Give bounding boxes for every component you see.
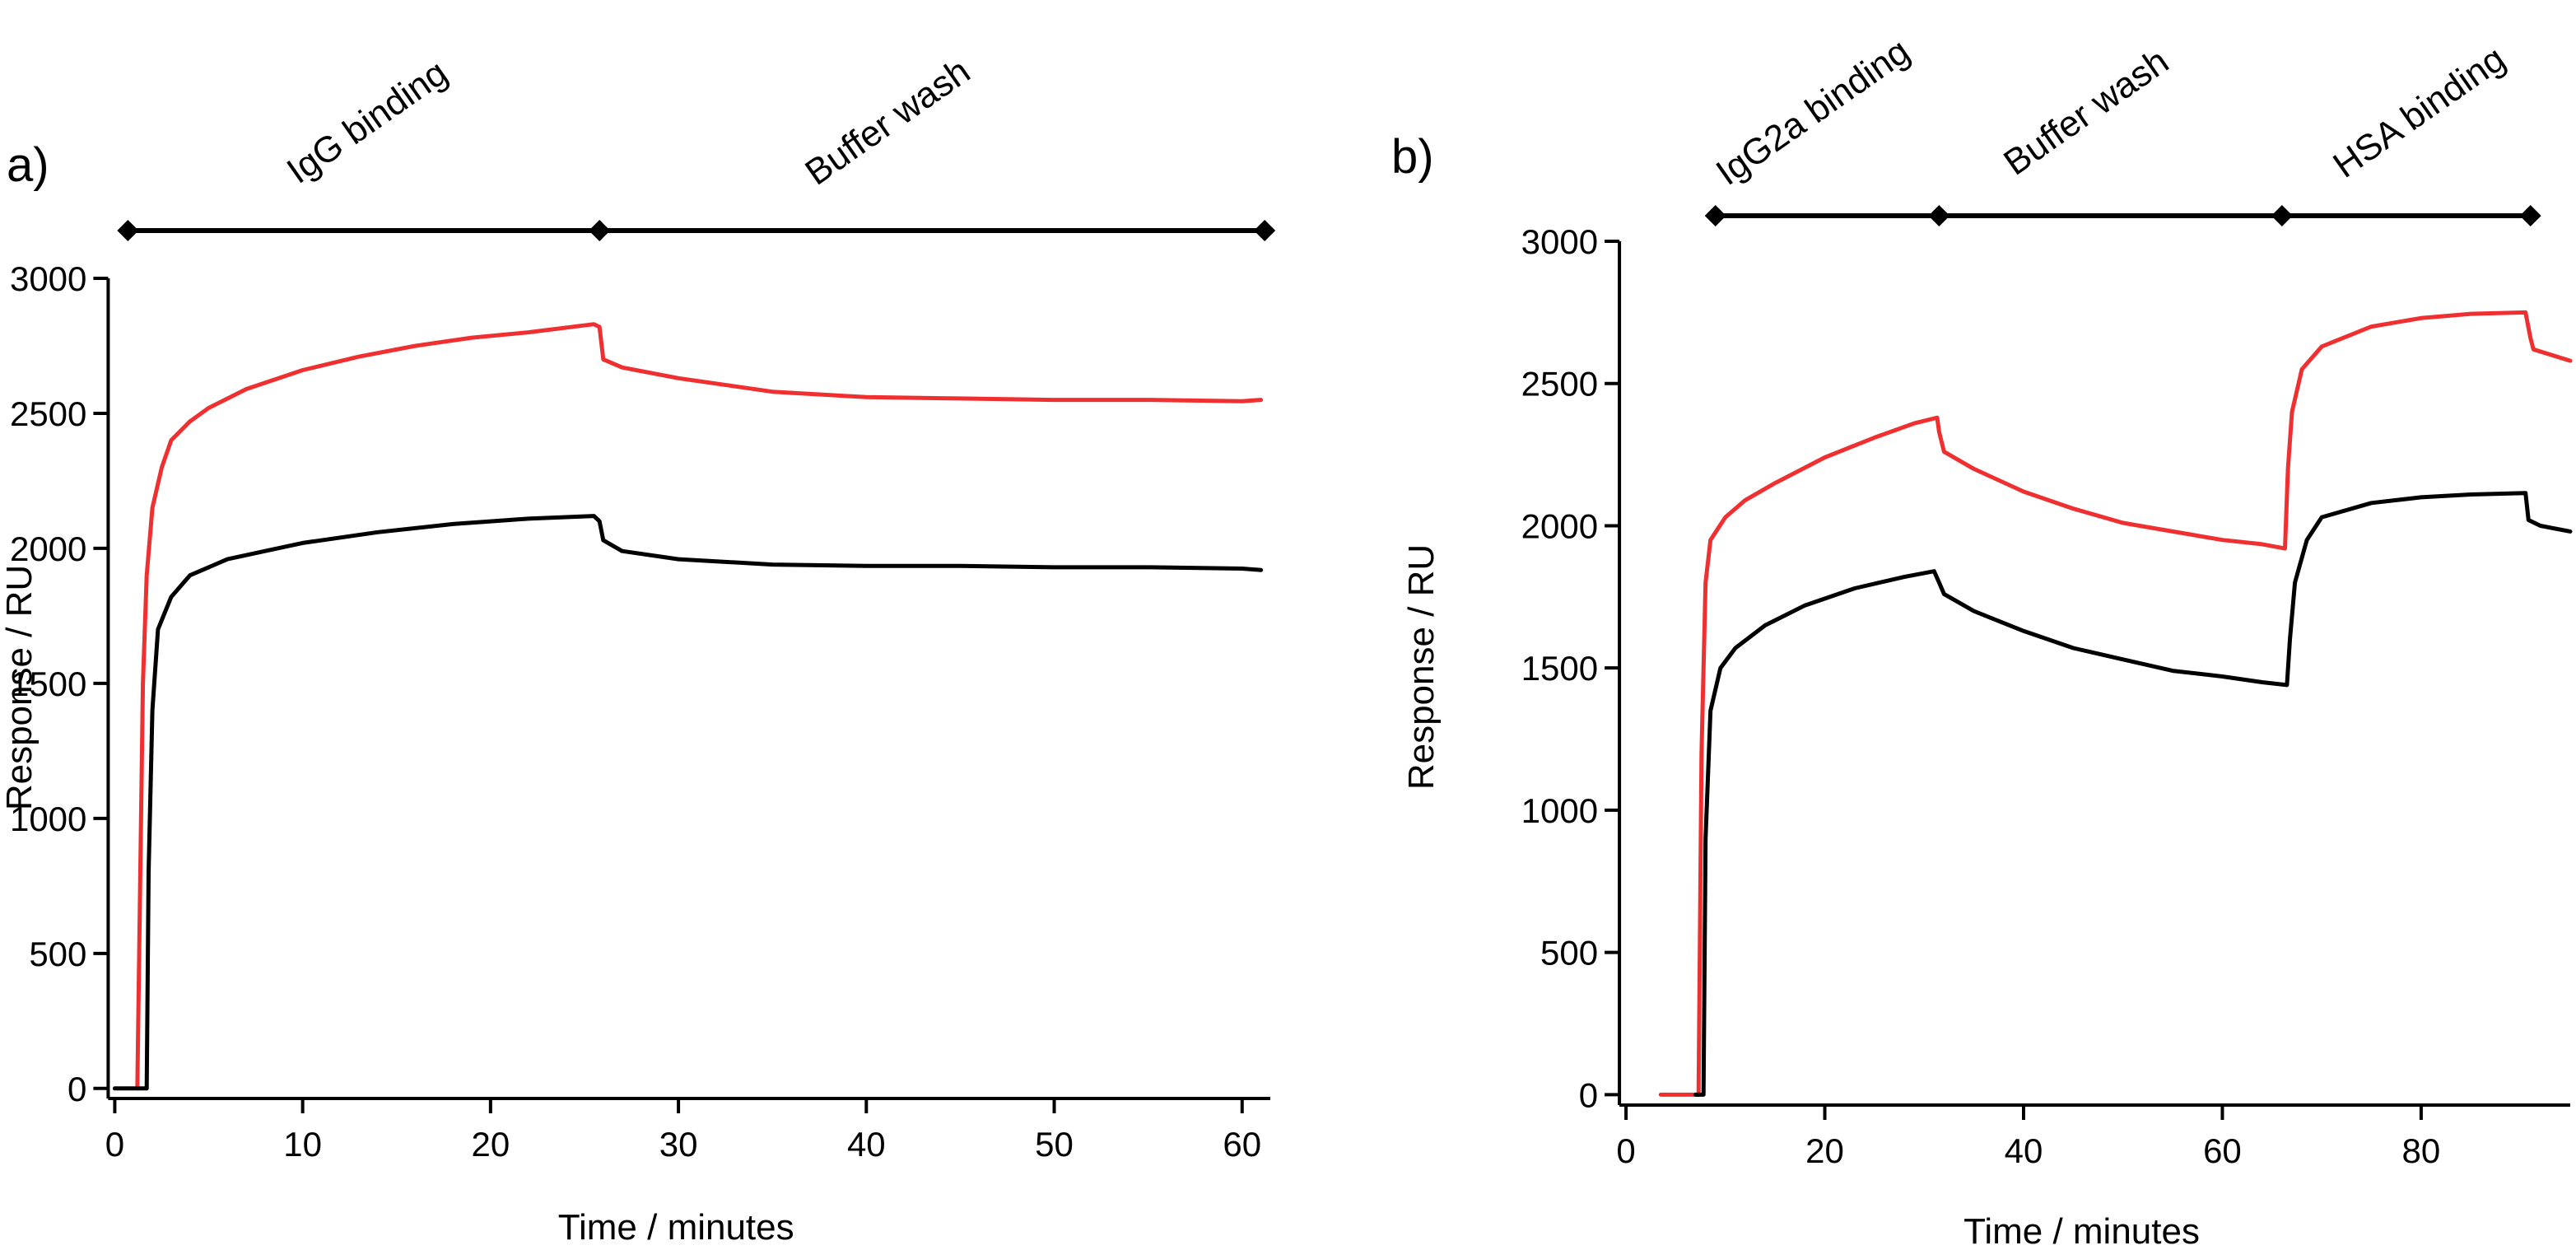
x-tick-label: 40 (847, 1125, 886, 1164)
phase-marker (1704, 205, 1726, 226)
phase-marker (2519, 205, 2541, 226)
y-tick-label: 2500 (1521, 365, 1598, 403)
x-axis-label: Time / minutes (558, 1207, 794, 1248)
panel-label: a) (7, 138, 49, 192)
series-line-red (1658, 310, 2573, 1097)
phase-marker (2271, 205, 2293, 226)
series-line-red (135, 322, 1264, 1091)
phase-label: IgG binding (280, 53, 454, 192)
y-tick-label: 1000 (1521, 791, 1598, 830)
x-tick-label: 20 (1805, 1131, 1844, 1170)
y-tick-label: 500 (29, 935, 86, 973)
y-tick-label: 1000 (10, 800, 86, 838)
phase-label: HSA binding (2326, 39, 2512, 186)
panel-label: b) (1391, 130, 1434, 184)
y-axis-label: Response / RU (1401, 544, 1442, 790)
x-tick-label: 60 (1223, 1125, 1261, 1164)
panel-b: b) 0 500 1000 1500 2000 2500 3000 0 20 40 60 80 Time … (1391, 30, 2573, 1250)
x-tick-label: 10 (283, 1125, 322, 1164)
phase-label: IgG2a binding (1709, 30, 1917, 193)
y-tick-label: 2500 (10, 394, 86, 433)
x-tick-label: 0 (105, 1125, 124, 1164)
y-tick-label: 1500 (10, 665, 86, 703)
phase-label: Buffer wash (798, 51, 977, 194)
y-axis-label: Response / RU (0, 565, 40, 810)
phase-marker (589, 220, 611, 241)
x-axis-label: Time / minutes (1963, 1211, 2200, 1250)
x-tick-label: 40 (2005, 1131, 2043, 1170)
phase-marker (1928, 205, 1950, 226)
x-tick-label: 50 (1035, 1125, 1074, 1164)
y-tick-label: 500 (1540, 934, 1598, 972)
x-tick-label: 60 (2203, 1131, 2242, 1170)
x-tick-label: 0 (1616, 1131, 1635, 1170)
series-line-black (1693, 491, 2573, 1097)
x-tick-label: 80 (2402, 1131, 2441, 1170)
y-tick-label: 1500 (1521, 649, 1598, 688)
x-tick-label: 30 (659, 1125, 698, 1164)
y-tick-label: 0 (1579, 1075, 1598, 1114)
x-tick-label: 20 (472, 1125, 510, 1164)
phase-marker (117, 220, 139, 241)
panel-a: a) 0 500 1000 1500 2000 2500 3000 0 10 20 30 40 50 60 T… (0, 51, 1276, 1248)
y-tick-label: 3000 (1521, 222, 1598, 261)
y-tick-label: 2000 (10, 529, 86, 568)
y-tick-label: 2000 (1521, 506, 1598, 545)
phase-marker (1254, 220, 1276, 241)
y-tick-label: 0 (68, 1070, 86, 1108)
series-line-black (112, 514, 1264, 1091)
phase-label: Buffer wash (1996, 41, 2176, 184)
y-tick-label: 3000 (10, 259, 86, 298)
